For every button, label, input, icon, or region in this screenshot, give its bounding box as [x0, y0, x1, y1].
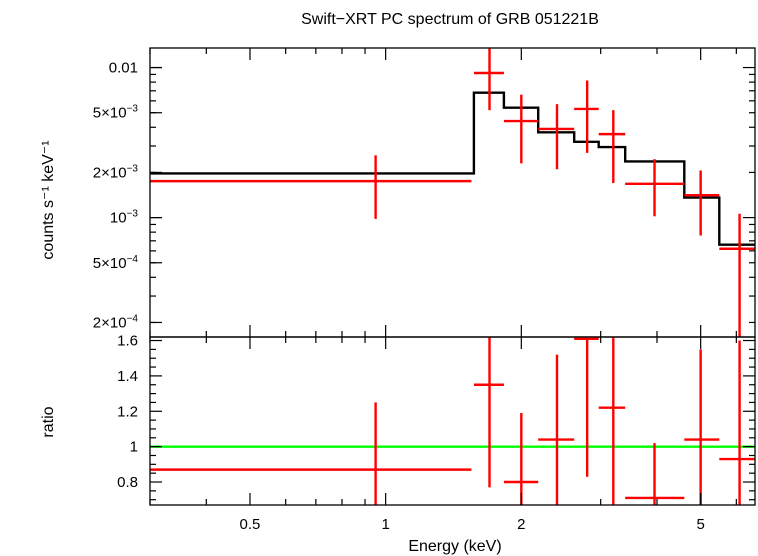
spectrum-point-7	[684, 170, 720, 236]
energy-x-tick-label: 5	[696, 516, 704, 533]
spectrum-axis-ticks: 0.01 5×10−3 2×10−3 10−3 5×10−4 2×10−4	[93, 48, 755, 337]
ratio-point-4	[574, 337, 599, 477]
ratio-data-points	[150, 337, 755, 505]
spectrum-point-1	[473, 48, 504, 111]
model-step-line	[150, 91, 755, 246]
ratio-y-tick-label: 1.2	[117, 403, 138, 420]
energy-x-tick-label: 0.5	[240, 516, 261, 533]
ratio-point-7	[684, 349, 720, 505]
energy-x-axis-label: Energy (keV)	[408, 538, 501, 555]
spectrum-point-4	[574, 80, 599, 153]
spectrum-point-6	[625, 159, 685, 217]
ratio-point-2	[503, 413, 539, 505]
ratio-y-tick-label: 1.4	[117, 368, 138, 385]
spectrum-y-tick-label: 2×10−4	[93, 313, 139, 331]
spectrum-panel: 0.01 5×10−3 2×10−3 10−3 5×10−4 2×10−4 counts …	[40, 47, 756, 338]
ratio-point-6	[625, 443, 685, 505]
spectrum-point-5	[598, 110, 626, 184]
spectrum-point-2	[503, 94, 539, 164]
spectrum-y-tick-label: 2×10−3	[93, 163, 139, 181]
spectrum-point-0	[150, 155, 472, 219]
spectrum-y-tick-label: 5×10−3	[93, 104, 139, 122]
spectrum-point-3	[538, 104, 575, 170]
ratio-y-tick-label: 1	[130, 439, 138, 456]
spectrum-y-tick-label: 10−3	[110, 209, 139, 227]
ratio-point-0	[150, 402, 472, 505]
model-step-path	[150, 91, 755, 246]
ratio-panel: 0.5 1 2 5 0.8 1 1.2 1.4 1.6 ratio Energy (keV)	[40, 333, 756, 555]
chart-title: Swift−XRT PC spectrum of GRB 051221B	[301, 11, 599, 28]
ratio-y-axis-label: ratio	[40, 406, 57, 437]
spectrum-y-axis-label: counts s⁻¹ keV⁻¹	[40, 140, 57, 259]
ratio-point-5	[598, 337, 626, 505]
spectrum-panel-frame	[149, 47, 756, 338]
ratio-point-8	[719, 340, 755, 505]
spectrum-data-points	[150, 48, 755, 337]
spectrum-y-tick-label: 5×10−4	[93, 254, 139, 272]
spectrum-point-8	[719, 213, 755, 337]
ratio-panel-frame	[149, 336, 756, 506]
ratio-y-tick-label: 1.6	[117, 333, 138, 350]
ratio-point-1	[473, 337, 504, 488]
ratio-point-3	[538, 354, 575, 505]
energy-x-tick-label: 1	[381, 516, 389, 533]
energy-x-tick-label: 2	[517, 516, 525, 533]
ratio-axis-ticks: 0.5 1 2 5 0.8 1 1.2 1.4 1.6	[117, 333, 755, 533]
ratio-y-tick-label: 0.8	[117, 474, 138, 491]
spectrum-y-tick-label: 0.01	[109, 60, 138, 77]
